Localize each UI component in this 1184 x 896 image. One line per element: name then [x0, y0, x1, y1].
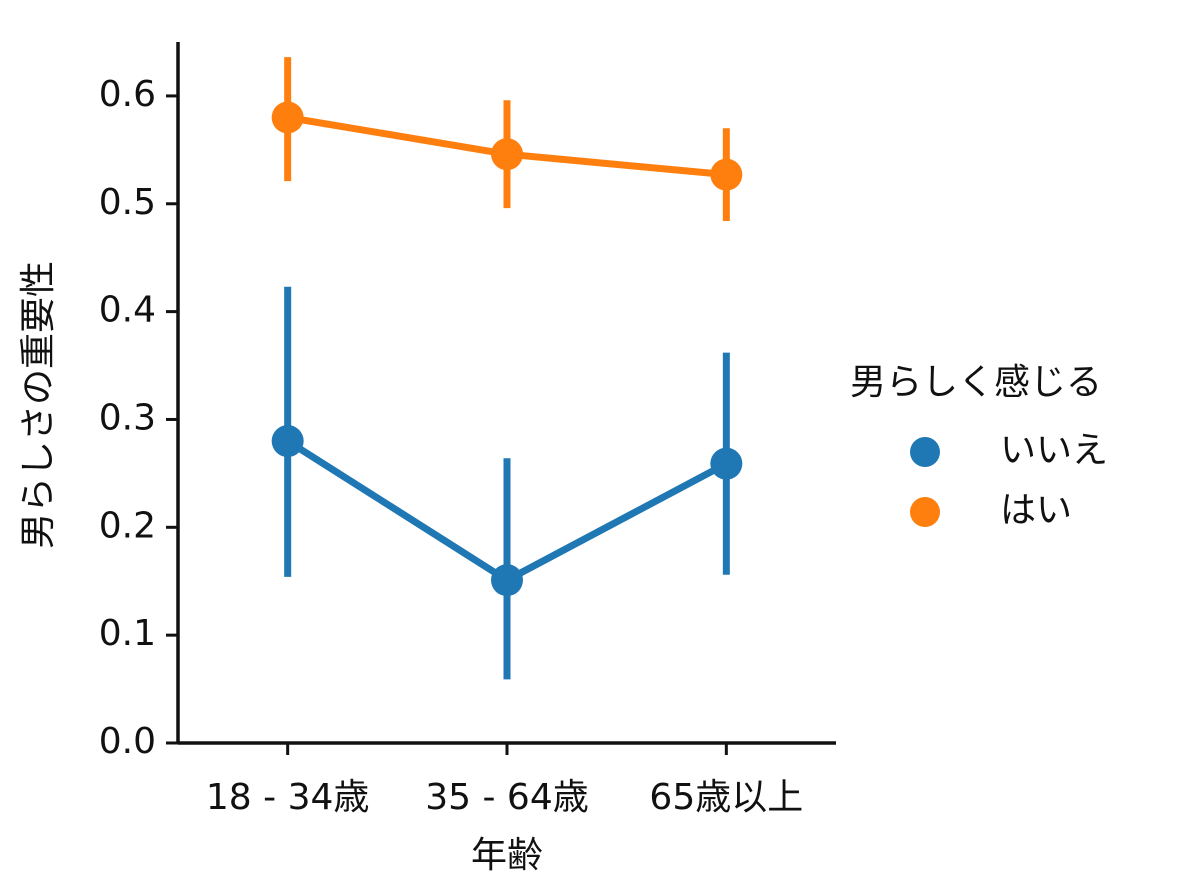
x-tick-label: 18 - 34歳	[206, 777, 370, 818]
x-axis-label: 年齢	[471, 835, 543, 876]
y-axis-label: 男らしさの重要性	[18, 261, 59, 549]
y-tick-label: 0.2	[99, 505, 156, 546]
point	[271, 425, 304, 458]
point	[491, 564, 523, 597]
point	[710, 158, 743, 191]
point	[710, 447, 743, 480]
legend-title: 男らしく感じる	[850, 362, 1102, 403]
legend-marker	[910, 437, 940, 467]
legend-marker	[910, 497, 940, 527]
y-tick-label: 0.3	[99, 397, 156, 438]
y-tick-label: 0.5	[99, 182, 156, 223]
legend-label: いいえ	[1000, 430, 1108, 471]
point	[271, 101, 304, 134]
x-tick-label: 35 - 64歳	[425, 777, 589, 818]
y-tick-label: 0.4	[99, 290, 156, 331]
y-tick-label: 0.0	[99, 721, 156, 762]
point	[491, 138, 523, 171]
y-tick-label: 0.6	[99, 74, 156, 115]
legend-label: はい	[1000, 490, 1072, 531]
y-tick-label: 0.1	[99, 613, 156, 654]
x-tick-label: 65歳以上	[649, 777, 803, 818]
